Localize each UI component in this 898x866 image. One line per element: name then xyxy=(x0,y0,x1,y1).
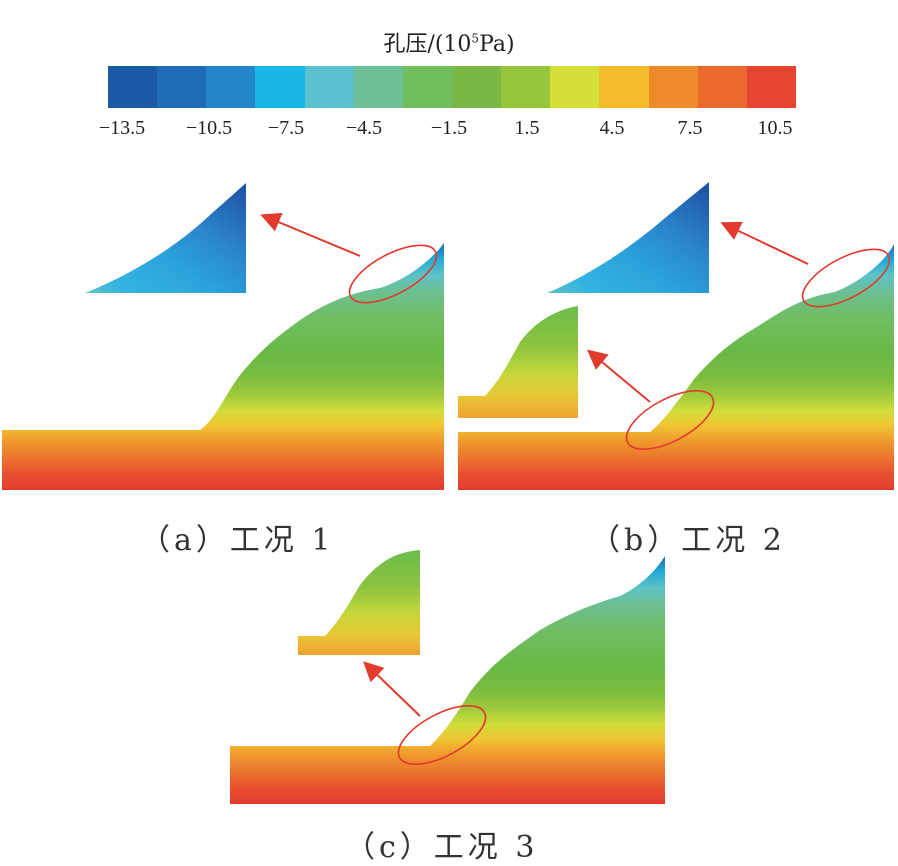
panel-b xyxy=(458,182,894,490)
colorbar-tick-label: 7.5 xyxy=(677,117,703,139)
inset-c xyxy=(298,550,420,655)
panel-c xyxy=(230,550,665,804)
arrow-c xyxy=(363,661,421,717)
colorbar-title-main: 孔压/(10 xyxy=(383,32,472,57)
colorbar-swatch xyxy=(599,66,649,108)
colorbar-swatch xyxy=(157,66,207,108)
arrow-b-toe xyxy=(586,349,651,403)
colorbar-swatch xyxy=(206,66,256,108)
highlight-ellipse-c xyxy=(397,705,487,765)
colorbar-swatch xyxy=(550,66,600,108)
colorbar-swatch xyxy=(697,66,747,108)
arrow-a xyxy=(260,212,361,257)
colorbar-tick-label: 10.5 xyxy=(757,117,793,139)
colorbar-swatch xyxy=(402,66,452,108)
colorbar-tick-label: −7.5 xyxy=(267,117,305,139)
colorbar-swatch xyxy=(255,66,305,108)
colorbar-tick-label: −1.5 xyxy=(430,117,468,139)
colorbar-tick-label: 4.5 xyxy=(599,117,625,139)
colorbar-tick-label: −4.5 xyxy=(345,117,383,139)
colorbar-swatch xyxy=(304,66,354,108)
slope-a xyxy=(2,243,444,490)
highlight-ellipse-b-toe xyxy=(625,390,715,450)
colorbar-tick-label: −13.5 xyxy=(98,117,146,139)
inset-b-blue xyxy=(547,182,709,293)
colorbar-title-unit: Pa) xyxy=(479,32,515,57)
slope-c xyxy=(230,556,665,804)
caption-a: （a）工况 1 xyxy=(140,523,335,558)
inset-b-green xyxy=(458,306,578,418)
colorbar-swatch xyxy=(648,66,698,108)
colorbar-swatch xyxy=(746,66,796,108)
colorbar-swatch xyxy=(353,66,403,108)
arrow-b-top xyxy=(720,221,809,265)
slope-b xyxy=(458,244,894,490)
inset-a xyxy=(85,183,246,293)
colorbar-tick-label: 1.5 xyxy=(514,117,540,139)
colorbar-swatch xyxy=(501,66,551,108)
colorbar-swatch xyxy=(108,66,158,108)
colorbar xyxy=(108,66,796,108)
highlight-ellipse-b-top xyxy=(801,248,891,308)
panel-a xyxy=(2,183,444,490)
caption-c: （c）工况 3 xyxy=(345,830,539,865)
highlight-ellipse-a xyxy=(348,244,438,304)
colorbar-swatch xyxy=(451,66,502,108)
colorbar-title-exponent: 5 xyxy=(471,31,480,46)
colorbar-title: 孔压/(105Pa) xyxy=(0,26,898,58)
caption-b: （b）工况 2 xyxy=(590,523,786,558)
colorbar-tick-label: −10.5 xyxy=(185,117,233,139)
